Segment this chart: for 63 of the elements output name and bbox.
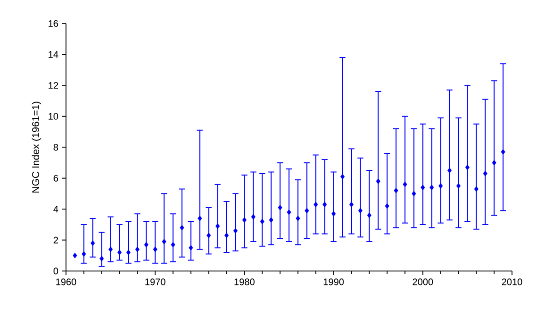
point: [438, 183, 443, 189]
x-tick-label: 2010: [502, 278, 522, 286]
x-tick-label: 1970: [145, 278, 166, 286]
point: [135, 246, 140, 252]
point: [126, 250, 131, 256]
point: [349, 202, 354, 208]
point: [198, 216, 202, 222]
point: [314, 202, 318, 208]
point: [358, 208, 363, 214]
point: [500, 149, 506, 155]
point: [216, 223, 220, 229]
point: [304, 208, 309, 214]
y-tick-label: 8: [54, 144, 58, 151]
point: [340, 174, 345, 180]
y-tick-label: 14: [48, 51, 58, 58]
y-axis-title: NGC Index (1961=1): [32, 102, 42, 193]
point: [260, 218, 264, 224]
point: [296, 216, 300, 222]
point: [278, 204, 282, 210]
point: [82, 251, 86, 257]
point: [180, 224, 184, 230]
point: [242, 217, 247, 223]
point: [100, 256, 104, 262]
point: [322, 202, 327, 208]
x-tick-label: 1990: [324, 278, 344, 286]
point: [331, 210, 336, 217]
point: [412, 190, 416, 196]
point: [456, 183, 461, 189]
y-tick-label: 16: [48, 20, 58, 27]
point: [90, 240, 95, 246]
point: [286, 209, 292, 216]
point: [233, 228, 238, 234]
point: [108, 246, 113, 252]
point: [447, 168, 452, 174]
point: [162, 238, 166, 244]
point: [224, 232, 229, 238]
x-tick-label: 1960: [56, 278, 76, 286]
point: [251, 214, 256, 220]
point: [483, 170, 488, 176]
point: [465, 164, 470, 170]
point: [430, 184, 434, 190]
point: [144, 242, 148, 248]
point: [117, 250, 122, 256]
x-tick-label: 1980: [234, 278, 255, 286]
y-tick-label: 2: [54, 236, 58, 244]
point: [188, 245, 194, 251]
point: [474, 186, 478, 192]
y-tick-label: 0: [54, 268, 58, 274]
y-tick-label: 4: [53, 206, 58, 212]
point: [72, 252, 78, 258]
point: [153, 246, 158, 252]
point: [170, 242, 176, 248]
y-tick-label: 6: [54, 174, 58, 182]
x-tick-label: 2000: [412, 278, 433, 286]
point: [206, 232, 211, 238]
point: [420, 184, 425, 190]
point: [402, 182, 408, 188]
point: [269, 217, 274, 223]
point: [394, 188, 398, 194]
point: [384, 203, 390, 209]
y-tick-label: 10: [48, 112, 58, 120]
point: [367, 212, 372, 218]
y-tick-label: 12: [48, 82, 58, 89]
